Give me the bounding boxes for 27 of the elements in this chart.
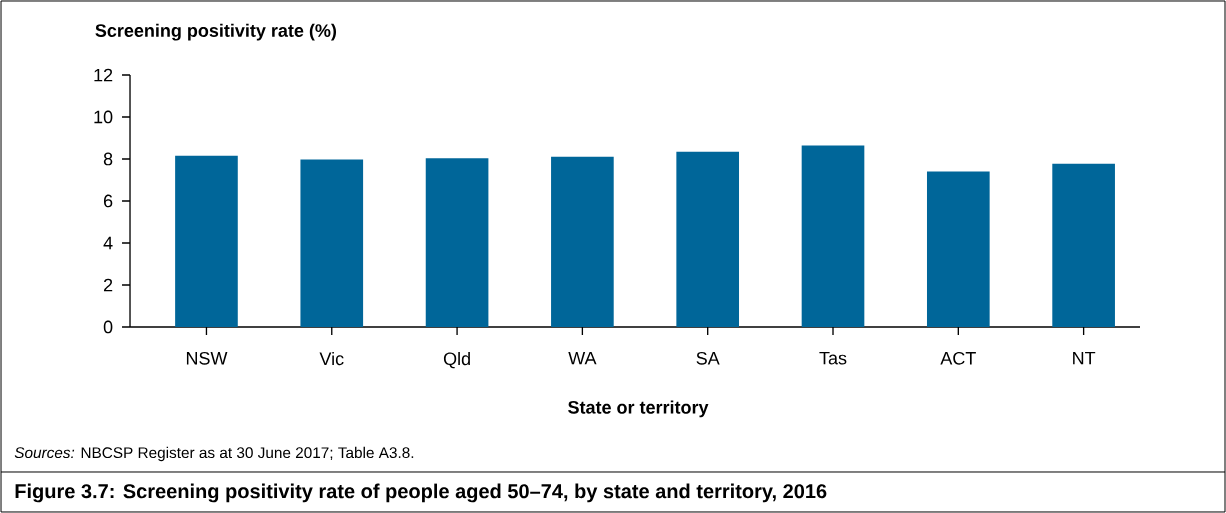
y-tick-label: 0 [103,320,113,334]
y-axis-title: Screening positivity rate (%) [95,23,337,41]
x-tick-label: ACT [940,351,976,365]
bar [1052,163,1115,327]
x-tick-label: SA [696,351,720,365]
y-tick-label: 8 [103,152,113,166]
x-tick-label: WA [568,351,597,365]
x-tick-label: Tas [819,351,847,365]
bar [676,151,740,327]
x-tick-label: Qld [443,351,470,369]
bar [926,171,990,327]
x-tick-label: Vic [319,351,344,366]
text: Figure 3.7: Screening positivity rate of people aged 50–74, by state and territory, 2016 [15,483,827,503]
bar [300,159,364,327]
x-axis-title: State or territory [568,400,709,418]
y-tick-label: 4 [103,236,113,250]
y-tick-label: 6 [103,194,113,208]
text: Sources: NBCSP Register as at 30 June 2017; Table A3.8. [14,446,414,462]
y-tick-label: 2 [103,278,113,292]
x-tick-label: NT [1073,351,1096,365]
bar [175,155,238,327]
y-tick-label: 10 [94,110,113,124]
bar [551,156,614,327]
y-tick-label: 12 [94,68,113,82]
bar [425,158,489,327]
bar [801,145,865,327]
x-tick-label: NSW [186,351,228,365]
